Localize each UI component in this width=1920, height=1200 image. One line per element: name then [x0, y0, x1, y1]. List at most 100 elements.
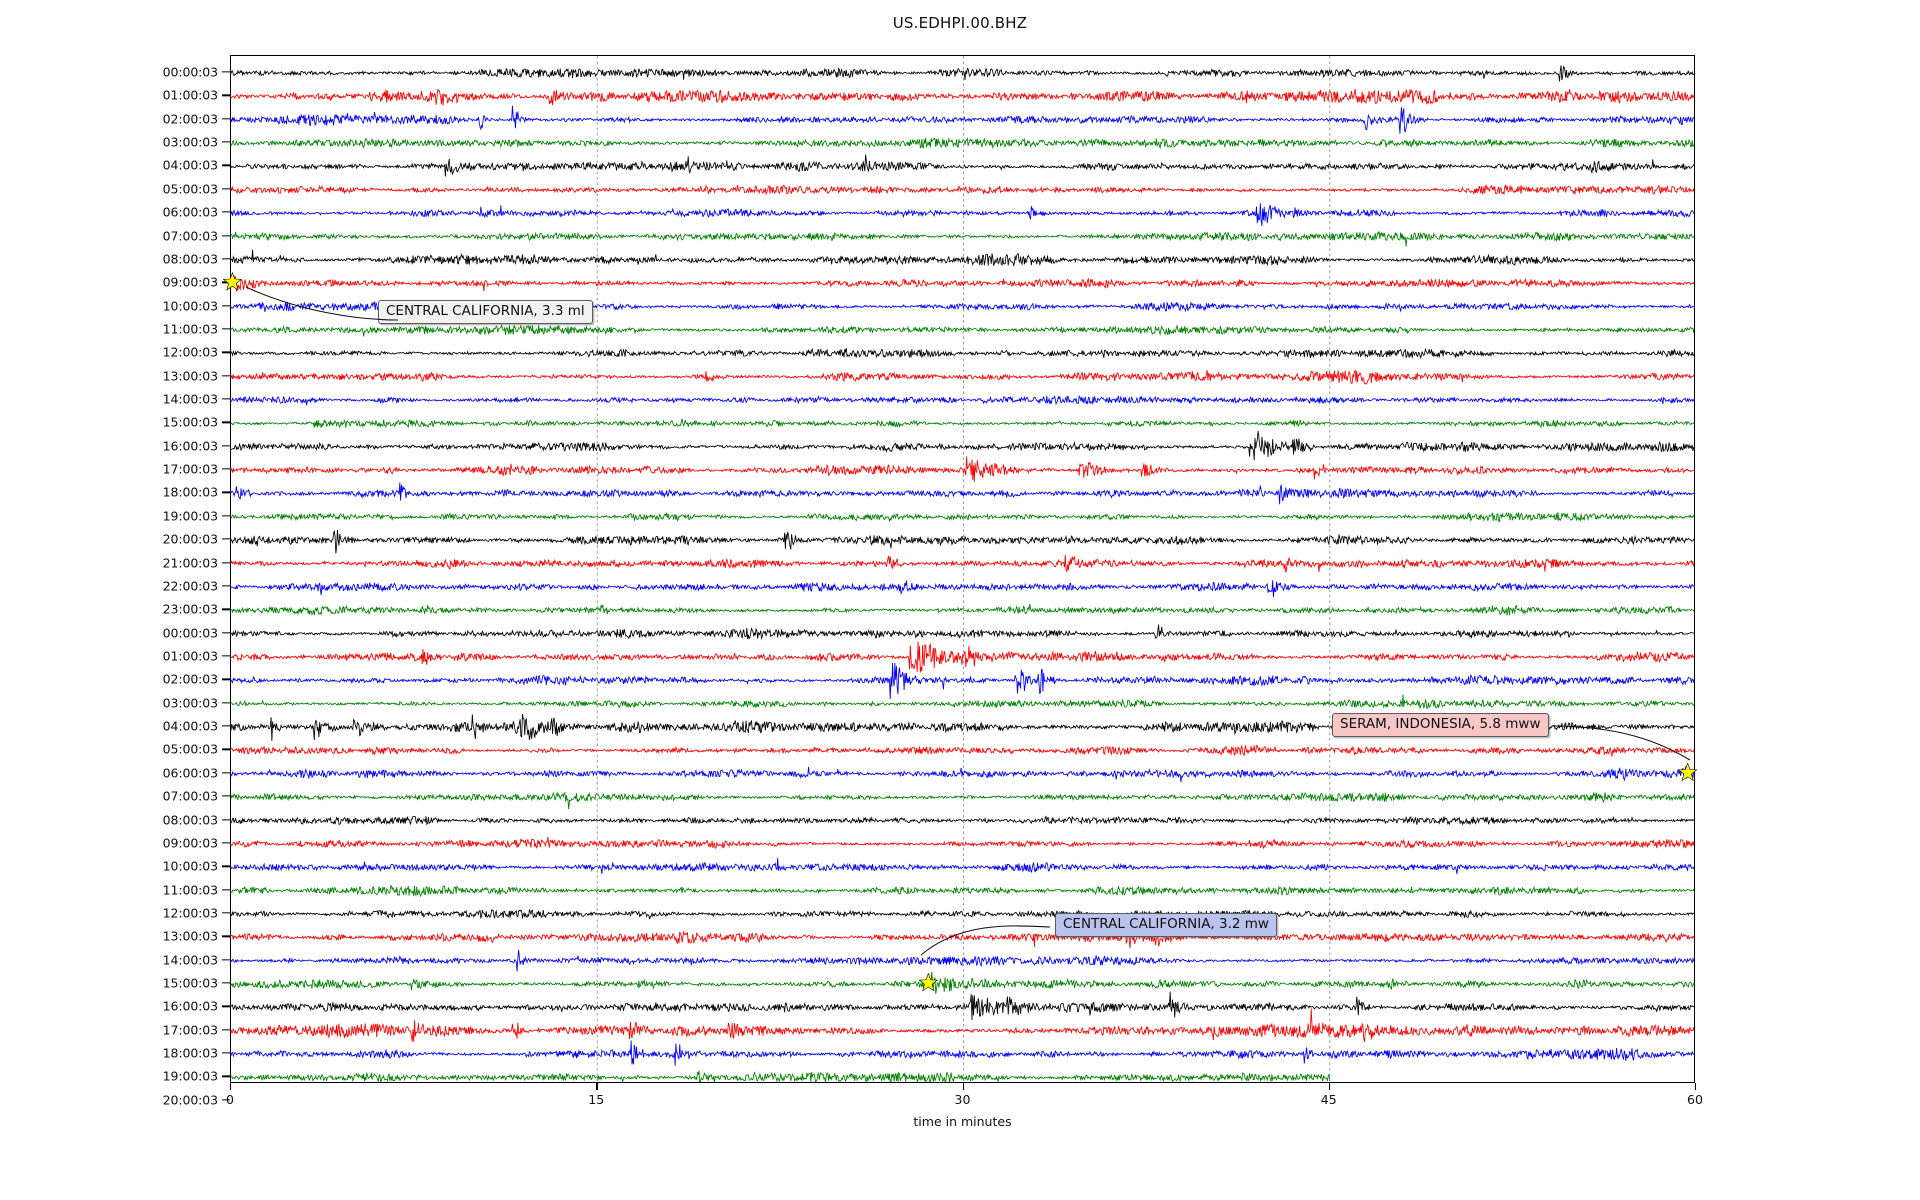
seismic-trace	[231, 925, 1695, 948]
seismic-trace	[231, 155, 1695, 177]
y-axis-tick-label: 02:00:03	[162, 671, 218, 687]
y-axis-tick-label: 09:00:03	[162, 274, 218, 290]
seismic-trace	[231, 89, 1695, 106]
y-axis-tick-mark	[222, 725, 230, 727]
y-axis-tick-label: 16:00:03	[162, 438, 218, 454]
event-annotation-label[interactable]: SERAM, INDONESIA, 5.8 mww	[1332, 713, 1549, 737]
y-axis-tick-mark	[222, 585, 230, 587]
y-axis-tick-label: 20:00:03	[162, 531, 218, 547]
x-axis-tick-label: 60	[1687, 1092, 1703, 1107]
y-axis-tick-mark	[222, 421, 230, 424]
y-axis-tick-mark	[222, 515, 230, 517]
y-axis-tick-label: 12:00:03	[162, 905, 218, 921]
seismic-trace	[231, 325, 1695, 336]
y-axis-tick-label: 02:00:03	[162, 111, 218, 127]
x-axis-tick-label: 45	[1320, 1092, 1337, 1107]
y-axis-tick-mark	[222, 1029, 230, 1031]
y-axis-tick-mark	[222, 328, 230, 330]
y-axis-tick-label: 23:00:03	[162, 601, 218, 617]
y-axis-tick-label: 16:00:03	[162, 998, 218, 1014]
event-annotation-label[interactable]: CENTRAL CALIFORNIA, 3.2 mw	[1055, 913, 1277, 937]
y-axis-tick-mark	[222, 118, 230, 120]
event-annotation-label[interactable]: CENTRAL CALIFORNIA, 3.3 ml	[378, 300, 593, 324]
y-axis-tick-mark	[222, 351, 230, 353]
seismic-trace	[231, 348, 1695, 358]
y-axis-tick-mark	[222, 234, 230, 237]
y-axis-tick-label: 10:00:03	[162, 858, 218, 874]
seismic-trace	[231, 642, 1695, 673]
y-axis-tick-mark	[222, 842, 230, 844]
y-axis-tick-label: 04:00:03	[162, 718, 218, 734]
seismic-trace	[231, 910, 1695, 921]
y-axis-tick-mark	[222, 1005, 230, 1008]
y-axis-tick-mark	[222, 1099, 230, 1101]
y-axis-tick-label: 04:00:03	[162, 157, 218, 173]
seismic-trace	[231, 745, 1695, 756]
y-axis-tick-label: 15:00:03	[162, 414, 218, 430]
y-axis-tick-label: 08:00:03	[162, 812, 218, 828]
y-axis-tick-label: 03:00:03	[162, 134, 218, 150]
y-axis-tick-mark	[222, 491, 230, 494]
seismic-trace	[231, 1040, 1695, 1065]
y-axis-tick-label: 11:00:03	[162, 321, 218, 337]
seismic-trace	[231, 992, 1695, 1020]
seismic-trace	[231, 695, 1695, 709]
y-axis-tick-mark	[222, 702, 230, 704]
y-axis-tick-mark	[222, 164, 230, 167]
y-axis-tick-mark	[222, 748, 230, 751]
seismic-trace	[231, 431, 1695, 460]
y-axis-tick-mark	[222, 888, 230, 891]
y-axis-tick-mark	[222, 1052, 230, 1054]
y-axis-tick-label: 01:00:03	[162, 648, 218, 664]
x-axis-tick-mark	[1695, 1083, 1697, 1090]
y-axis-tick-label: 20:00:03	[162, 1092, 218, 1108]
y-axis-tick-label: 06:00:03	[162, 765, 218, 781]
y-axis-tick-mark	[222, 912, 230, 914]
seismic-trace	[231, 858, 1695, 874]
seismic-trace	[231, 512, 1695, 521]
y-axis-tick-mark	[222, 375, 230, 377]
x-axis-tick-mark	[230, 1083, 232, 1090]
y-axis-tick-label: 00:00:03	[162, 64, 218, 80]
seismic-trace	[231, 604, 1695, 616]
y-axis-tick-mark	[222, 655, 230, 657]
seismic-trace	[231, 65, 1695, 81]
seismic-trace	[231, 250, 1695, 266]
y-axis-tick-mark	[222, 608, 230, 610]
y-axis-tick-mark	[222, 281, 230, 283]
seismic-trace	[231, 276, 1695, 292]
y-axis-tick-label: 05:00:03	[162, 741, 218, 757]
y-axis-tick-mark	[222, 959, 230, 961]
y-axis-tick-label: 14:00:03	[162, 952, 218, 968]
y-axis-tick-label: 18:00:03	[162, 484, 218, 500]
y-axis-tick-label: 10:00:03	[162, 298, 218, 314]
y-axis-tick-mark	[222, 445, 230, 447]
y-axis-tick-mark	[222, 141, 230, 143]
y-axis-tick-mark	[222, 795, 230, 797]
y-axis-tick-label: 03:00:03	[162, 695, 218, 711]
y-axis-tick-label: 14:00:03	[162, 391, 218, 407]
y-axis-tick-mark	[222, 982, 230, 984]
x-axis-tick-label: 0	[226, 1092, 234, 1107]
helicorder-plot-area[interactable]	[230, 55, 1695, 1083]
y-axis-tick-label: 09:00:03	[162, 835, 218, 851]
y-axis-tick-mark	[222, 538, 230, 540]
seismic-trace	[231, 792, 1695, 809]
y-axis-tick-label: 07:00:03	[162, 228, 218, 244]
seismic-trace	[231, 396, 1695, 405]
seismic-trace	[231, 555, 1695, 572]
seismic-trace	[231, 886, 1695, 896]
y-axis-tick-mark	[222, 398, 230, 400]
seismic-trace	[231, 457, 1695, 482]
y-axis-tick-mark	[222, 561, 230, 564]
y-axis-tick-label: 06:00:03	[162, 204, 218, 220]
y-axis-tick-label: 01:00:03	[162, 87, 218, 103]
y-axis-tick-mark	[222, 772, 230, 774]
seismic-trace	[231, 106, 1695, 134]
seismic-trace	[231, 950, 1695, 972]
page-title: US.EDHPI.00.BHZ	[892, 14, 1028, 32]
seismic-trace	[231, 138, 1695, 148]
seismic-trace	[231, 1008, 1695, 1042]
y-axis-tick-mark	[222, 304, 230, 307]
x-axis-tick-label: 15	[588, 1092, 605, 1107]
